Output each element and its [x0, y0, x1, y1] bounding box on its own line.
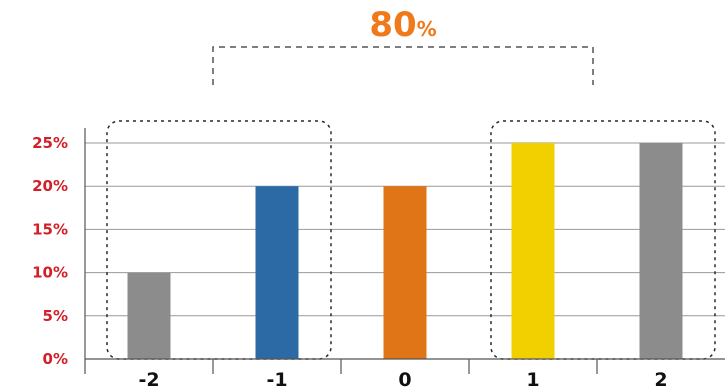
y-tick-label: 20% — [32, 177, 68, 195]
x-tick-label: -2 — [138, 369, 159, 389]
axes — [84, 128, 725, 374]
y-tick-label: 0% — [43, 350, 68, 368]
highlight-groups — [106, 120, 716, 360]
highlight-group-box — [106, 120, 332, 360]
callout-bracket — [212, 46, 594, 85]
bar--2 — [127, 272, 171, 359]
x-tick-label: 2 — [654, 369, 667, 389]
y-tick-label: 5% — [43, 307, 68, 325]
bar--1 — [255, 186, 299, 359]
x-tick-labels: -2 -1 0 1 2 — [138, 369, 667, 389]
callout-label: 80% — [369, 5, 436, 45]
callout-unit: % — [417, 17, 437, 41]
y-tick-label: 10% — [32, 264, 68, 282]
bar-1 — [511, 143, 555, 359]
x-tick-label: -1 — [266, 369, 287, 389]
y-tick-labels: 0% 5% 10% 15% 20% 25% — [32, 134, 68, 368]
callout: 80% — [212, 5, 594, 85]
callout-value: 80 — [369, 5, 416, 45]
highlight-group-box — [490, 120, 716, 360]
x-tick-label: 1 — [526, 369, 539, 389]
y-tick-label: 25% — [32, 134, 68, 152]
bar-0 — [383, 186, 427, 359]
y-tick-label: 15% — [32, 220, 68, 238]
x-tick-label: 0 — [398, 369, 411, 389]
bars — [127, 143, 683, 359]
bar-2 — [639, 143, 683, 359]
